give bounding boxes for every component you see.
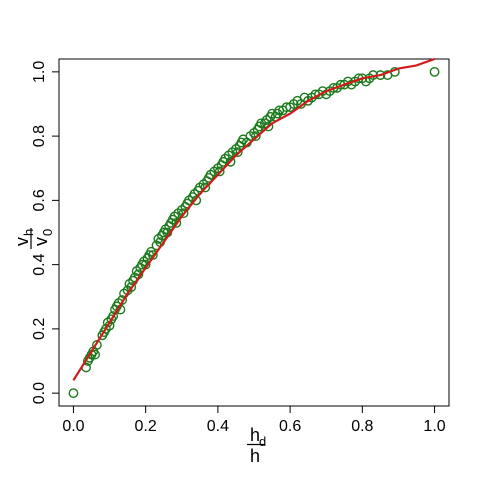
data-point xyxy=(178,208,189,219)
data-point xyxy=(90,349,101,360)
y-label-denominator-sub: 0 xyxy=(40,229,55,236)
data-point xyxy=(126,282,137,293)
y-tick-label: 1.0 xyxy=(31,61,48,83)
y-axis: 0.0 0.2 0.4 0.6 0.8 1.0 xyxy=(31,61,59,404)
fit-curve xyxy=(72,57,435,381)
x-label-denominator: h xyxy=(250,446,260,466)
data-point xyxy=(263,121,274,132)
x-tick-label: 1.0 xyxy=(423,418,445,435)
data-point xyxy=(68,388,79,399)
data-point xyxy=(108,311,119,321)
data-point xyxy=(250,131,261,142)
y-axis-label: v h v 0 xyxy=(12,228,55,249)
y-tick-label: 0.0 xyxy=(31,382,48,404)
x-tick-label: 0.6 xyxy=(279,418,301,435)
y-tick-label: 0.4 xyxy=(31,253,48,275)
data-point xyxy=(225,156,236,167)
x-tick-label: 0.4 xyxy=(207,418,229,435)
data-point xyxy=(232,147,243,158)
x-label-numerator: h xyxy=(250,425,260,445)
y-tick-label: 0.8 xyxy=(31,125,48,147)
y-label-numerator: v xyxy=(12,237,32,246)
y-tick-label: 0.2 xyxy=(31,318,48,340)
data-point xyxy=(191,195,202,206)
data-point xyxy=(214,166,225,177)
x-tick-label: 0.0 xyxy=(62,418,84,435)
data-point xyxy=(171,217,182,228)
data-point xyxy=(200,182,211,193)
plot-frame xyxy=(58,58,450,407)
plot-area xyxy=(58,57,450,407)
y-label-denominator: v xyxy=(31,237,51,246)
y-label-numerator-sub: h xyxy=(21,229,36,236)
data-point xyxy=(429,66,440,77)
x-tick-label: 0.2 xyxy=(135,418,157,435)
y-tick-label: 0.6 xyxy=(31,189,48,211)
x-tick-label: 0.8 xyxy=(351,418,373,435)
x-axis: 0.0 0.2 0.4 0.6 0.8 1.0 xyxy=(62,406,446,435)
x-label-numerator-sub: d xyxy=(259,434,266,449)
x-axis-label: h d h xyxy=(247,425,266,466)
